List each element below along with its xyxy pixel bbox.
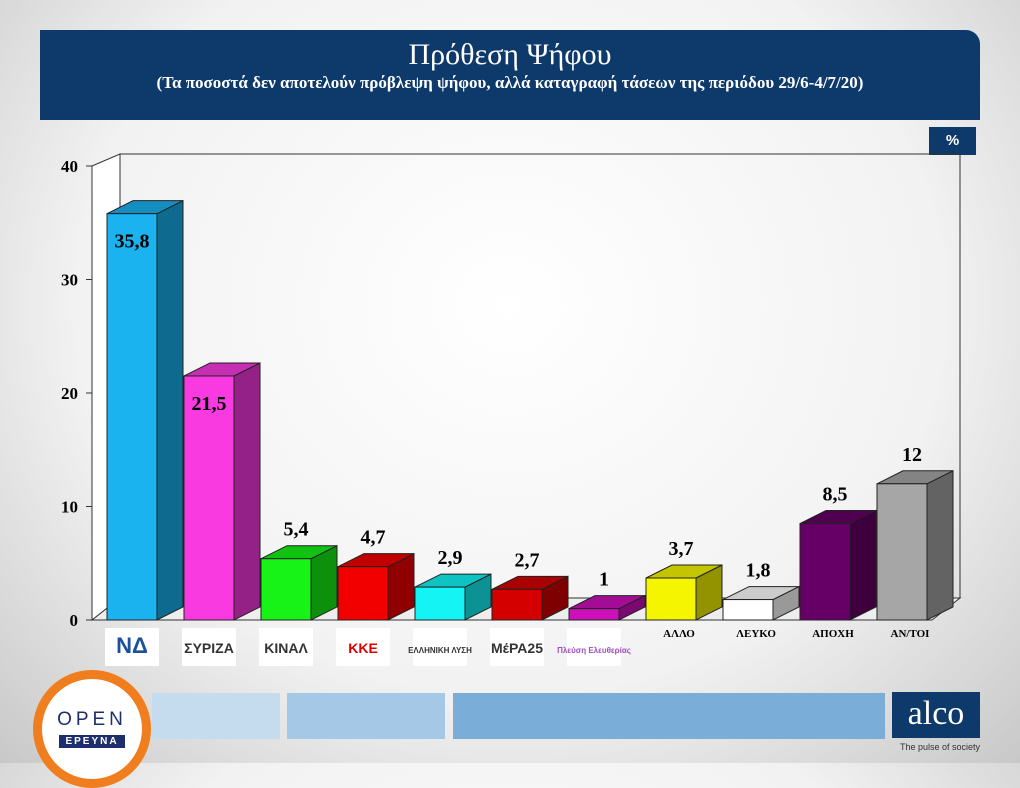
- party-logo-text: ΕΛΛΗΝΙΚΗ ΛΥΣΗ: [408, 646, 472, 655]
- bar: [799, 523, 851, 621]
- bar-chart: 0 10 20 30 40 35,8 ΝΔ 21,5 ΣΥΡΙΖΑ 5,4 ΚΙΝΑΛ 4,7 ΚΚΕ 2…: [61, 153, 962, 666]
- bar: [183, 375, 235, 621]
- data-label: 8,5: [823, 484, 848, 506]
- bar: [722, 599, 774, 621]
- footer-band: [453, 693, 885, 739]
- bar-side: [849, 509, 877, 621]
- party-logo: [182, 628, 236, 666]
- y-tick-label: 10: [61, 498, 78, 517]
- party-logo: [413, 628, 467, 666]
- party-logo: [336, 628, 390, 666]
- data-label: 4,7: [361, 527, 386, 549]
- bar-side: [233, 362, 261, 621]
- unit-badge: %: [929, 127, 976, 155]
- party-logo: [490, 628, 544, 666]
- bar: [260, 558, 312, 621]
- data-label: 21,5: [192, 393, 227, 415]
- open-logo-text: OPEN: [57, 709, 127, 730]
- alco-logo: alco: [892, 692, 980, 738]
- chart-subtitle: (Τα ποσοστά δεν αποτελούν πρόβλεψη ψήφου…: [156, 73, 864, 92]
- x-tick-label: ΑΝ/ΤΟΙ: [891, 628, 930, 640]
- bar: [491, 588, 543, 621]
- y-tick-label: 0: [70, 611, 79, 630]
- data-label: 5,4: [284, 519, 309, 541]
- open-logo-subtext: ΕΡΕΥΝΑ: [59, 735, 125, 748]
- bar: [568, 608, 620, 621]
- data-label: 3,7: [669, 538, 694, 560]
- open-ereyna-logo: OPEN ΕΡΕΥΝΑ: [33, 670, 151, 788]
- party-logo-text: ΝΔ: [116, 633, 148, 658]
- party-logo-text: ΜέΡΑ25: [491, 640, 543, 656]
- data-label: 12: [902, 444, 922, 466]
- bar: [414, 586, 466, 621]
- x-tick-label: ΑΛΛΟ: [663, 628, 695, 640]
- data-label: 2,7: [515, 549, 540, 571]
- x-tick-label: ΑΠΟΧΗ: [812, 628, 854, 640]
- data-label: 35,8: [115, 231, 150, 253]
- party-logo-text: Πλεύση Ελευθερίας: [557, 646, 631, 655]
- bar: [337, 566, 389, 621]
- title-banner: Πρόθεση Ψήφου (Τα ποσοστά δεν αποτελούν …: [40, 30, 980, 120]
- footer-band: [287, 693, 445, 739]
- y-tick-label: 30: [61, 271, 78, 290]
- data-label: 1: [599, 569, 609, 591]
- party-logo-text: ΣΥΡΙΖΑ: [184, 640, 234, 656]
- party-logo-text: ΚΚΕ: [348, 640, 378, 656]
- party-logo-text: ΚΙΝΑΛ: [264, 640, 308, 656]
- x-tick-label: ΛΕΥΚΟ: [736, 628, 776, 640]
- footer-band: [152, 693, 280, 739]
- bar: [876, 483, 928, 621]
- party-logo: [259, 628, 313, 666]
- y-tick-label: 40: [61, 157, 78, 176]
- party-logo: [105, 628, 159, 666]
- y-tick-label: 20: [61, 384, 78, 403]
- alco-tagline: The pulse of society: [900, 742, 981, 752]
- data-label: 1,8: [746, 560, 771, 582]
- bar: [106, 213, 158, 621]
- bar: [645, 577, 697, 621]
- data-label: 2,9: [438, 547, 463, 569]
- party-logo: [567, 628, 621, 666]
- chart-title: Πρόθεση Ψήφου: [408, 38, 612, 71]
- bar-side: [926, 469, 954, 621]
- bar-side: [156, 199, 184, 621]
